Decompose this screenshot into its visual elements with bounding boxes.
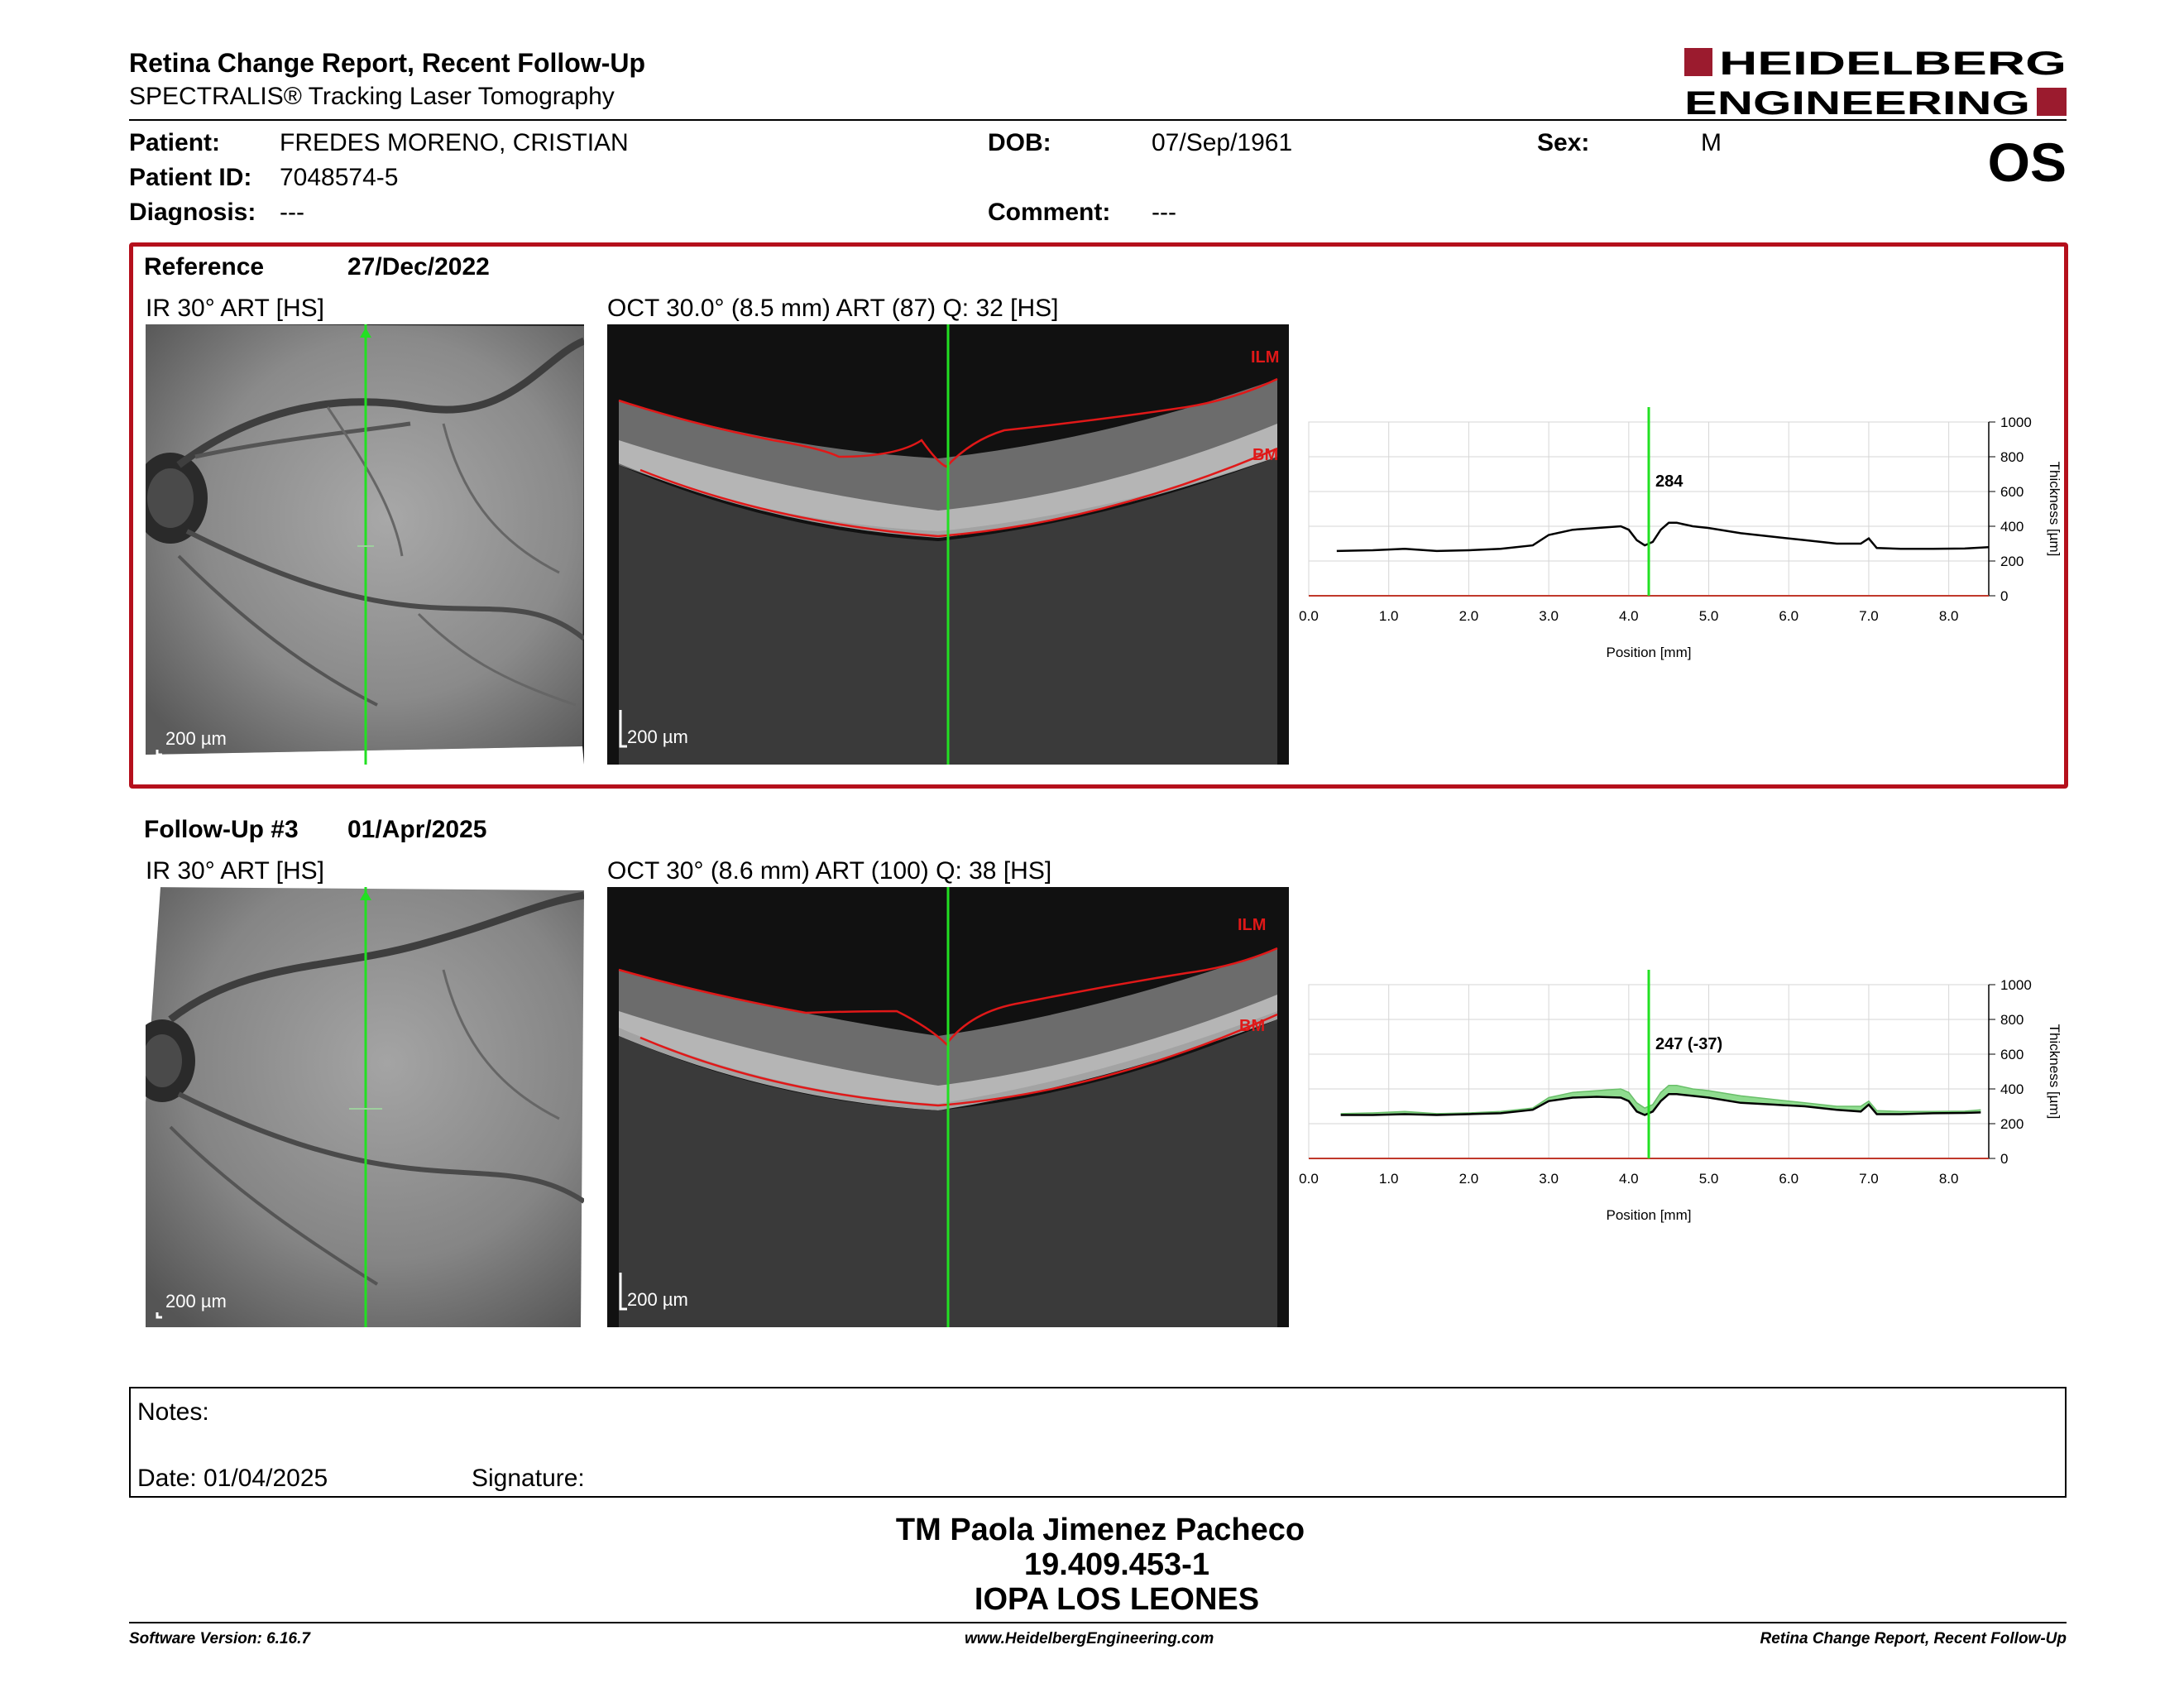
fu-thickness-line-0	[1340, 1093, 1981, 1116]
reference-oct-image: ILM BM 200 µm	[607, 324, 1289, 765]
fu-thickness-value: 247 (-37)	[1655, 1035, 1722, 1053]
clinic-name: IOPA LOS LEONES	[974, 1582, 1260, 1617]
followup-oct-title: OCT 30° (8.6 mm) ART (100) Q: 38 [HS]	[607, 857, 1052, 885]
notes-date: Date: 01/04/2025	[137, 1465, 328, 1492]
ref-xtick-label: 3.0	[1539, 608, 1559, 624]
followup-oct-image: ILM BM 200 µm	[607, 887, 1289, 1327]
followup-oct-scale: 200 µm	[627, 1289, 688, 1310]
ref-xtick-label: 7.0	[1859, 608, 1879, 624]
reference-label: Reference	[144, 253, 265, 281]
fu-xtick-label: 7.0	[1859, 1171, 1879, 1187]
signer-rut: 19.409.453-1	[1024, 1547, 1209, 1582]
reference-frame	[129, 242, 2068, 789]
ref-ytick-label: 200	[2000, 554, 2024, 569]
reference-date: 27/Dec/2022	[347, 253, 490, 281]
fu-xtick-label: 1.0	[1379, 1171, 1399, 1187]
report-subtitle: SPECTRALIS® Tracking Laser Tomography	[129, 83, 615, 110]
comment-label: Comment:	[988, 199, 1111, 226]
fu-ytick-label: 0	[2000, 1151, 2008, 1167]
fu-xtick-label: 0.0	[1299, 1171, 1319, 1187]
fu-thickness-line-1	[1340, 1085, 1981, 1115]
report-title: Retina Change Report, Recent Follow-Up	[129, 48, 646, 78]
ref-x-axis-label: Position [mm]	[1607, 645, 1692, 660]
followup-ilm-label: ILM	[1238, 916, 1266, 934]
sex-label: Sex:	[1537, 129, 1590, 156]
fu-xtick-label: 8.0	[1939, 1171, 1959, 1187]
ref-xtick-label: 1.0	[1379, 608, 1399, 624]
fu-xtick-label: 4.0	[1619, 1171, 1639, 1187]
signer-name: TM Paola Jimenez Pacheco	[895, 1513, 1305, 1547]
followup-bm-label: BM	[1239, 1017, 1265, 1035]
followup-ir-title: IR 30° ART [HS]	[146, 857, 324, 885]
ref-thickness-value: 284	[1655, 472, 1684, 491]
patient-id: 7048574-5	[280, 164, 399, 191]
fu-x-axis-label: Position [mm]	[1607, 1207, 1692, 1223]
dob-label: DOB:	[988, 129, 1051, 156]
patient-id-label: Patient ID:	[129, 164, 252, 191]
reference-ilm-label: ILM	[1251, 348, 1279, 367]
reference-ir-image: 200 µm	[146, 324, 584, 765]
ref-thickness-line-0	[1336, 521, 1990, 553]
fu-xtick-label: 2.0	[1459, 1171, 1479, 1187]
footer-report-name: Retina Change Report, Recent Follow-Up	[1760, 1630, 2067, 1647]
fu-ytick-label: 1000	[2000, 977, 2032, 993]
fu-ytick-label: 400	[2000, 1081, 2024, 1097]
ref-ytick-label: 1000	[2000, 415, 2032, 430]
fu-y-axis-label: Thickness [µm]	[2047, 1024, 2062, 1120]
comment-value: ---	[1152, 199, 1176, 226]
reference-ir-title: IR 30° ART [HS]	[146, 295, 324, 322]
logo-line2: ENGINEERING	[1684, 85, 2030, 117]
footer-divider	[129, 1622, 2067, 1623]
ref-ytick-label: 0	[2000, 588, 2008, 604]
dob-value: 07/Sep/1961	[1152, 129, 1293, 156]
website-link[interactable]: www.HeidelbergEngineering.com	[965, 1630, 1214, 1647]
software-version: Software Version: 6.16.7	[129, 1630, 310, 1647]
reference-bm-label: BM	[1252, 446, 1278, 464]
ref-xtick-label: 0.0	[1299, 608, 1319, 624]
followup-ir-scale: 200 µm	[165, 1291, 227, 1312]
diagnosis-value: ---	[280, 199, 304, 226]
ref-xtick-label: 5.0	[1699, 608, 1719, 624]
reference-oct-title: OCT 30.0° (8.5 mm) ART (87) Q: 32 [HS]	[607, 295, 1059, 322]
fu-xtick-label: 6.0	[1779, 1171, 1798, 1187]
followup-date: 01/Apr/2025	[347, 816, 487, 843]
fu-ytick-label: 800	[2000, 1012, 2024, 1028]
logo-line1: HEIDELBERG	[1719, 46, 2067, 82]
followup-label: Follow-Up #3	[144, 816, 299, 843]
diagnosis-label: Diagnosis:	[129, 199, 256, 226]
followup-thickness-chart: 0.0 1.0 2.0 3.0 4.0 5.0 6.0 7.0 8.0 0 200 400 600 800…	[1299, 970, 2062, 1223]
patient-label: Patient:	[129, 129, 221, 156]
fu-xtick-label: 5.0	[1699, 1171, 1719, 1187]
fu-ytick-label: 200	[2000, 1116, 2024, 1132]
ref-ytick-label: 800	[2000, 449, 2024, 465]
heidelberg-logo: HEIDELBERG ENGINEERING	[1684, 46, 2067, 117]
followup-ir-image: 200 µm	[146, 887, 584, 1327]
ref-y-axis-label: Thickness [µm]	[2047, 462, 2062, 557]
ref-ytick-label: 600	[2000, 484, 2024, 500]
notes-box: Notes: Date: 01/04/2025 Signature:	[129, 1387, 2067, 1498]
reference-thickness-chart: 0.0 1.0 2.0 3.0 4.0 5.0 6.0 7.0 8.0 0 200 400 600 800…	[1299, 407, 2062, 660]
fu-xtick-label: 3.0	[1539, 1171, 1559, 1187]
ref-xtick-label: 8.0	[1939, 608, 1959, 624]
ref-xtick-label: 6.0	[1779, 608, 1798, 624]
fu-ytick-label: 600	[2000, 1047, 2024, 1062]
signature-label: Signature:	[472, 1465, 585, 1492]
reference-ir-scale: 200 µm	[165, 728, 227, 749]
ref-xtick-label: 4.0	[1619, 608, 1639, 624]
ref-ytick-label: 400	[2000, 519, 2024, 535]
sex-value: M	[1701, 129, 1722, 156]
reference-oct-scale: 200 µm	[627, 727, 688, 747]
notes-label: Notes:	[137, 1398, 209, 1426]
patient-name: FREDES MORENO, CRISTIAN	[280, 129, 629, 156]
eye-indicator: OS	[1987, 132, 2067, 193]
ref-xtick-label: 2.0	[1459, 608, 1479, 624]
header-divider	[129, 119, 2067, 121]
